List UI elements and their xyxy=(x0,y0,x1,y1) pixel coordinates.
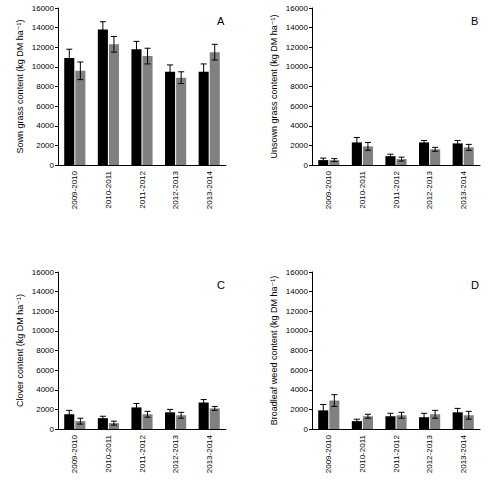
svg-text:2010-2011: 2010-2011 xyxy=(104,170,113,208)
svg-text:2013-2014: 2013-2014 xyxy=(459,434,468,473)
svg-text:4000: 4000 xyxy=(290,121,308,130)
svg-text:2000: 2000 xyxy=(36,141,54,150)
svg-text:0: 0 xyxy=(304,161,309,170)
svg-text:2000: 2000 xyxy=(290,405,308,414)
svg-text:2011-2012: 2011-2012 xyxy=(138,170,147,208)
svg-text:8000: 8000 xyxy=(290,82,308,91)
svg-text:2013-2014: 2013-2014 xyxy=(205,170,214,209)
svg-text:14000: 14000 xyxy=(286,23,309,32)
svg-text:12000: 12000 xyxy=(286,43,309,52)
svg-text:2009-2010: 2009-2010 xyxy=(70,434,79,473)
svg-text:D: D xyxy=(471,279,479,291)
svg-text:2000: 2000 xyxy=(36,405,54,414)
svg-text:A: A xyxy=(217,15,225,27)
svg-text:10000: 10000 xyxy=(286,326,309,335)
svg-text:8000: 8000 xyxy=(36,346,54,355)
svg-text:2012-2013: 2012-2013 xyxy=(425,434,434,473)
svg-text:16000: 16000 xyxy=(32,268,55,277)
svg-text:2010-2011: 2010-2011 xyxy=(358,170,367,208)
svg-text:10000: 10000 xyxy=(286,62,309,71)
svg-text:B: B xyxy=(471,15,478,27)
svg-text:2010-2011: 2010-2011 xyxy=(104,434,113,472)
svg-text:0: 0 xyxy=(50,161,55,170)
svg-text:16000: 16000 xyxy=(286,4,309,13)
svg-text:6000: 6000 xyxy=(290,102,308,111)
svg-text:Clover content (kg DM ha⁻¹): Clover content (kg DM ha⁻¹) xyxy=(15,294,25,407)
svg-text:12000: 12000 xyxy=(32,43,55,52)
svg-text:12000: 12000 xyxy=(286,307,309,316)
svg-text:2011-2012: 2011-2012 xyxy=(392,434,401,472)
svg-text:2012-2013: 2012-2013 xyxy=(425,170,434,209)
svg-text:2009-2010: 2009-2010 xyxy=(324,434,333,473)
svg-text:2009-2010: 2009-2010 xyxy=(70,170,79,209)
svg-text:4000: 4000 xyxy=(36,121,54,130)
svg-text:14000: 14000 xyxy=(32,287,55,296)
svg-text:10000: 10000 xyxy=(32,62,55,71)
svg-text:2009-2010: 2009-2010 xyxy=(324,170,333,209)
svg-text:0: 0 xyxy=(304,425,309,434)
svg-text:10000: 10000 xyxy=(32,326,55,335)
svg-text:16000: 16000 xyxy=(32,4,55,13)
svg-text:8000: 8000 xyxy=(36,82,54,91)
svg-text:2011-2012: 2011-2012 xyxy=(138,434,147,472)
svg-text:2013-2014: 2013-2014 xyxy=(205,434,214,473)
svg-text:6000: 6000 xyxy=(290,366,308,375)
svg-text:6000: 6000 xyxy=(36,366,54,375)
svg-text:Broadleaf weed content (kg DM: Broadleaf weed content (kg DM ha⁻¹) xyxy=(269,276,279,425)
svg-text:12000: 12000 xyxy=(32,307,55,316)
svg-text:0: 0 xyxy=(50,425,55,434)
svg-text:8000: 8000 xyxy=(290,346,308,355)
svg-text:Unsown grass content (kg DM ha: Unsown grass content (kg DM ha⁻¹) xyxy=(269,15,279,159)
svg-text:14000: 14000 xyxy=(32,23,55,32)
svg-text:2012-2013: 2012-2013 xyxy=(171,434,180,473)
svg-text:14000: 14000 xyxy=(286,287,309,296)
svg-text:4000: 4000 xyxy=(290,385,308,394)
svg-text:C: C xyxy=(217,279,225,291)
svg-text:2012-2013: 2012-2013 xyxy=(171,170,180,209)
svg-text:2013-2014: 2013-2014 xyxy=(459,170,468,209)
svg-text:2000: 2000 xyxy=(290,141,308,150)
svg-text:16000: 16000 xyxy=(286,268,309,277)
svg-text:Sown grass content (kg DM ha⁻¹: Sown grass content (kg DM ha⁻¹) xyxy=(15,20,25,154)
svg-text:6000: 6000 xyxy=(36,102,54,111)
svg-text:2010-2011: 2010-2011 xyxy=(358,434,367,472)
svg-text:4000: 4000 xyxy=(36,385,54,394)
svg-text:2011-2012: 2011-2012 xyxy=(392,170,401,208)
